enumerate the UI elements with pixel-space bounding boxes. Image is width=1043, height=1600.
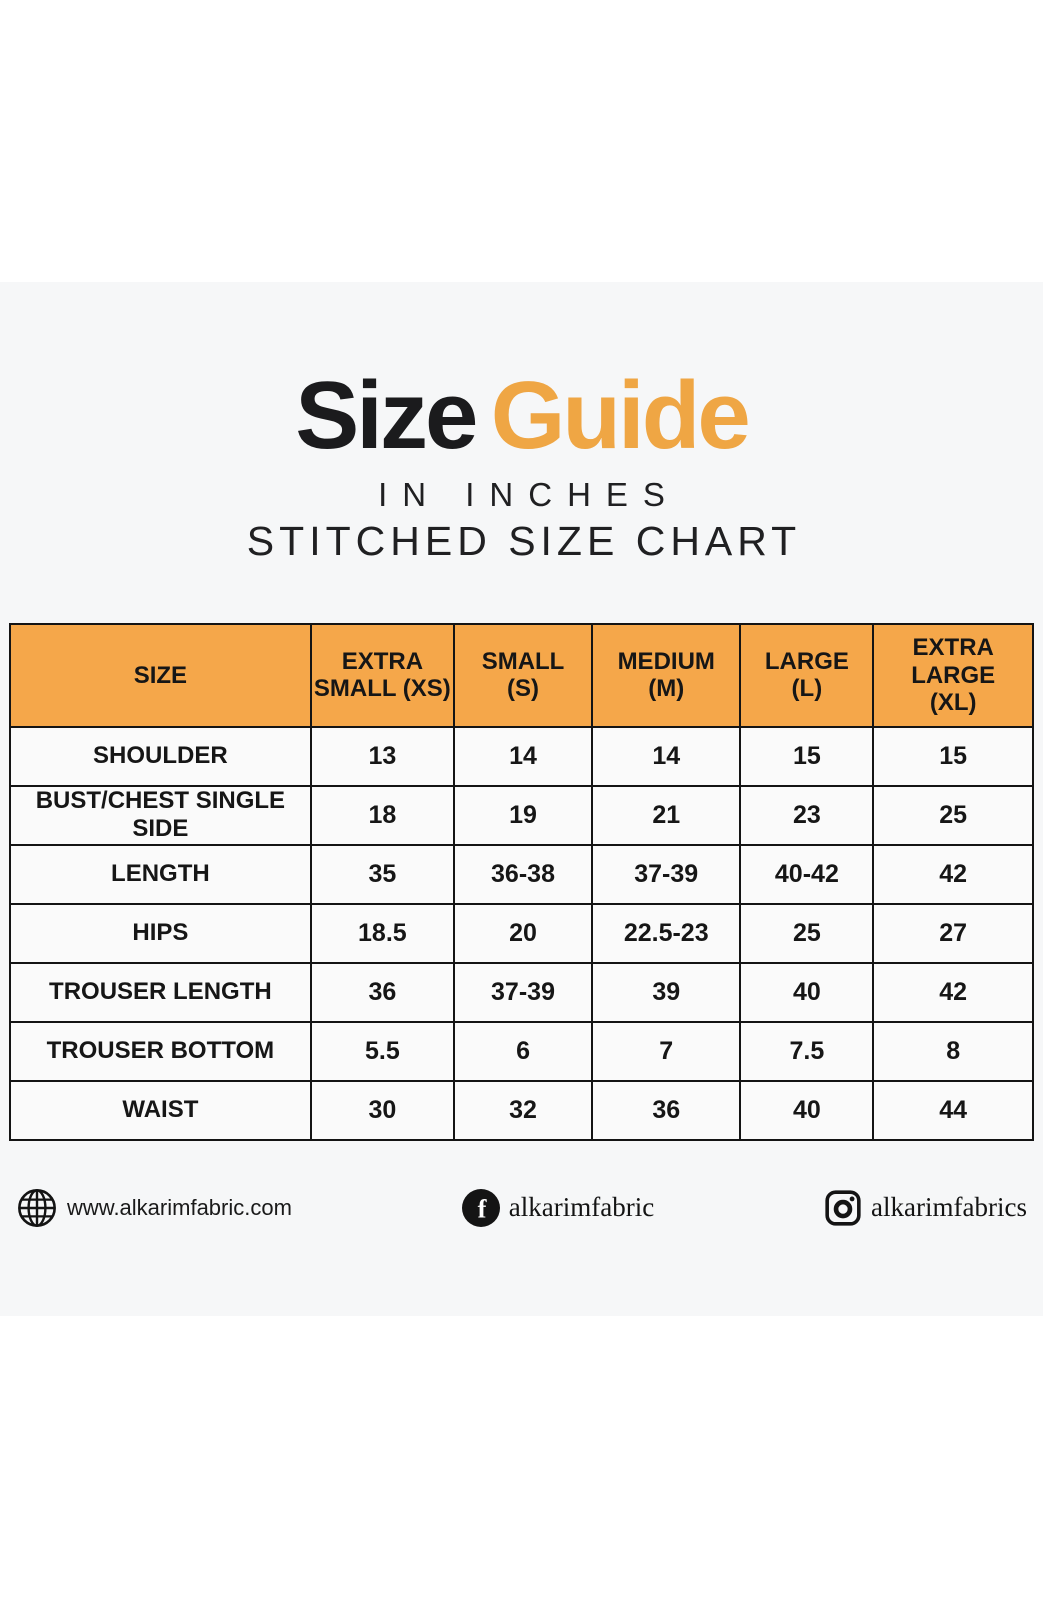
cell-value: 18.5 [309,902,455,964]
cell-value: 7 [591,1020,742,1082]
cell-value: 13 [309,725,455,787]
cell-value: 35 [309,843,455,905]
header-cell-extra-large: EXTRA LARGE (XL) [872,623,1034,728]
cell-value: 20 [452,902,594,964]
cell-value: 15 [739,725,875,787]
instagram-icon [825,1190,861,1226]
table-row: LENGTH 35 36-38 37-39 40-42 42 [9,843,1034,905]
table-row: WAIST 30 32 36 40 44 [9,1079,1034,1141]
header-cell-medium: MEDIUM (M) [591,623,742,728]
cell-value: 5.5 [309,1020,455,1082]
table-header: SIZE EXTRA SMALL (XS) SMALL (S) MEDIUM (… [9,623,1034,728]
instagram-link[interactable]: alkarimfabrics [824,1189,1027,1227]
svg-text:f: f [477,1193,487,1223]
cell-value: 32 [452,1079,594,1141]
page-title: Size Guide [0,368,1043,464]
header-cell-extra-small: EXTRA SMALL (XS) [309,623,455,728]
table-row: HIPS 18.5 20 22.5-23 25 27 [9,902,1034,964]
cell-value: 25 [739,902,875,964]
cell-value: 39 [591,961,742,1023]
cell-value: 36 [591,1079,742,1141]
row-label-shoulder: SHOULDER [9,725,312,787]
header-cell-size: SIZE [9,623,312,728]
subtitle-stitched-size-chart: STITCHED SIZE CHART [246,518,802,564]
globe-icon [18,1188,56,1227]
cell-value: 44 [872,1079,1034,1141]
facebook-link[interactable]: f alkarimfabric [461,1188,655,1227]
content-band: Size Guide IN INCHES STITCHED SIZE CHART … [0,282,1043,1316]
footer: www.alkarimfabric.com f alkarimfabric al… [16,1187,1027,1229]
cell-value: 23 [739,784,875,846]
cell-value: 15 [872,725,1034,787]
subtitle-in-inches: IN INCHES [378,476,680,513]
cell-value: 40 [739,1079,875,1141]
title-word-guide: Guide [490,362,751,469]
cell-value: 40-42 [739,843,875,905]
row-label-trouser-bottom: TROUSER BOTTOM [9,1020,312,1082]
website-link[interactable]: www.alkarimfabric.com [16,1187,292,1229]
header-cell-large: LARGE (L) [739,623,875,728]
table-body: SHOULDER 13 14 14 15 15 BUST/CHEST SINGL… [9,725,1034,1141]
row-label-waist: WAIST [9,1079,312,1141]
size-chart-table: SIZE EXTRA SMALL (XS) SMALL (S) MEDIUM (… [9,623,1034,1141]
cell-value: 36-38 [452,843,594,905]
cell-value: 18 [309,784,455,846]
header-row: SIZE EXTRA SMALL (XS) SMALL (S) MEDIUM (… [9,623,1034,728]
cell-value: 40 [739,961,875,1023]
table-row: SHOULDER 13 14 14 15 15 [9,725,1034,787]
cell-value: 14 [591,725,742,787]
cell-value: 37-39 [591,843,742,905]
cell-value: 7.5 [739,1020,875,1082]
table-row: TROUSER BOTTOM 5.5 6 7 7.5 8 [9,1020,1034,1082]
row-label-length: LENGTH [9,843,312,905]
title-block: Size Guide IN INCHES STITCHED SIZE CHART [0,282,1043,565]
cell-value: 22.5-23 [591,902,742,964]
cell-value: 8 [872,1020,1034,1082]
row-label-hips: HIPS [9,902,312,964]
row-label-bust-chest: BUST/CHEST SINGLE SIDE [9,784,312,846]
cell-value: 36 [309,961,455,1023]
cell-value: 19 [452,784,594,846]
cell-value: 30 [309,1079,455,1141]
header-cell-small: SMALL (S) [452,623,594,728]
instagram-label: alkarimfabrics [871,1192,1027,1223]
cell-value: 42 [872,961,1034,1023]
table-row: TROUSER LENGTH 36 37-39 39 40 42 [9,961,1034,1023]
cell-value: 42 [872,843,1034,905]
facebook-label: alkarimfabric [508,1192,655,1223]
cell-value: 21 [591,784,742,846]
cell-value: 14 [452,725,594,787]
facebook-icon: f [461,1188,500,1227]
table-row: BUST/CHEST SINGLE SIDE 18 19 21 23 25 [9,784,1034,846]
cell-value: 37-39 [452,961,594,1023]
row-label-trouser-length: TROUSER LENGTH [9,961,312,1023]
website-label: www.alkarimfabric.com [67,1194,292,1220]
cell-value: 27 [872,902,1034,964]
cell-value: 25 [872,784,1034,846]
title-word-size: Size [295,362,478,469]
cell-value: 6 [452,1020,594,1082]
